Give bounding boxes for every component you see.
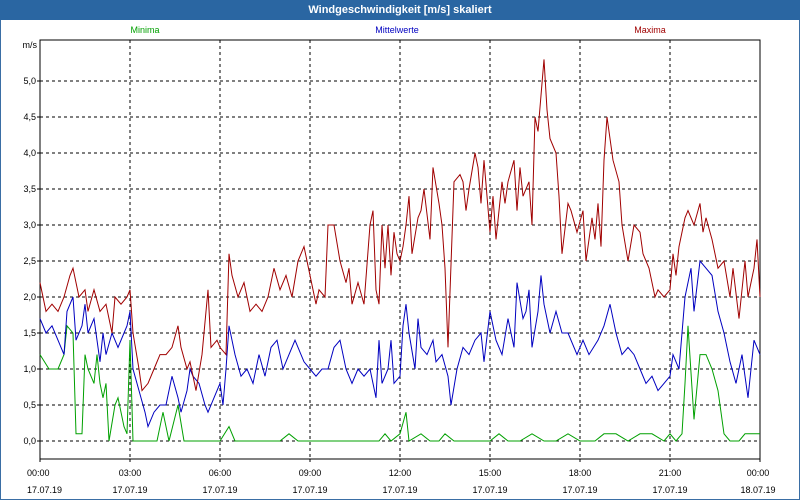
y-tick-label: 1,0 <box>23 364 36 374</box>
series-layer <box>39 59 761 442</box>
chart-title: Windgeschwindigkeit [m/s] skaliert <box>0 0 800 20</box>
x-tick-time-label: 09:00 <box>299 468 322 478</box>
x-tick-date-label: 17.07.19 <box>27 485 62 495</box>
legend-label-maxima: Maxima <box>634 25 666 35</box>
x-tick-date-label: 17.07.19 <box>382 485 417 495</box>
series-line-maxima <box>39 59 761 392</box>
x-tick-date-label: 17.07.19 <box>472 485 507 495</box>
x-tick-time-label: 21:00 <box>659 468 682 478</box>
y-tick-label: 4,5 <box>23 112 36 122</box>
x-tick-date-label: 17.07.19 <box>562 485 597 495</box>
x-tick-date-label: 18.07.19 <box>740 485 775 495</box>
x-tick-time-label: 03:00 <box>119 468 142 478</box>
x-tick-date-label: 17.07.19 <box>652 485 687 495</box>
y-tick-label: 5,0 <box>23 76 36 86</box>
y-tick-label: 0,0 <box>23 436 36 446</box>
y-tick-label: 3,0 <box>23 220 36 230</box>
y-tick-label: 0,5 <box>23 400 36 410</box>
x-tick-time-label: 12:00 <box>389 468 412 478</box>
series-line-mittelwerte <box>39 259 761 429</box>
x-tick-time-label: 00:00 <box>27 468 50 478</box>
axis-layer: 0,0 0,5 1,0 1,5 2,0 2,5 3,0 3,5 4,0 4,5 5,0 00:00 17… <box>23 76 775 495</box>
legend-layer: Minima Mittelwerte Maxima <box>130 25 665 35</box>
y-tick-label: 2,5 <box>23 256 36 266</box>
x-tick-date-label: 17.07.19 <box>112 485 147 495</box>
legend-label-minima: Minima <box>130 25 159 35</box>
y-axis-unit-label: m/s <box>23 40 38 50</box>
y-tick-label: 2,0 <box>23 292 36 302</box>
x-tick-date-label: 17.07.19 <box>292 485 327 495</box>
x-tick-time-label: 18:00 <box>569 468 592 478</box>
x-tick-time-label: 15:00 <box>479 468 502 478</box>
legend-label-mittelwerte: Mittelwerte <box>375 25 419 35</box>
x-tick-time-label: 06:00 <box>209 468 232 478</box>
y-tick-label: 3,5 <box>23 184 36 194</box>
y-tick-label: 4,0 <box>23 148 36 158</box>
x-tick-time-label: 00:00 <box>747 468 770 478</box>
x-tick-date-label: 17.07.19 <box>202 485 237 495</box>
y-tick-label: 1,5 <box>23 328 36 338</box>
series-line-minima <box>39 324 760 442</box>
